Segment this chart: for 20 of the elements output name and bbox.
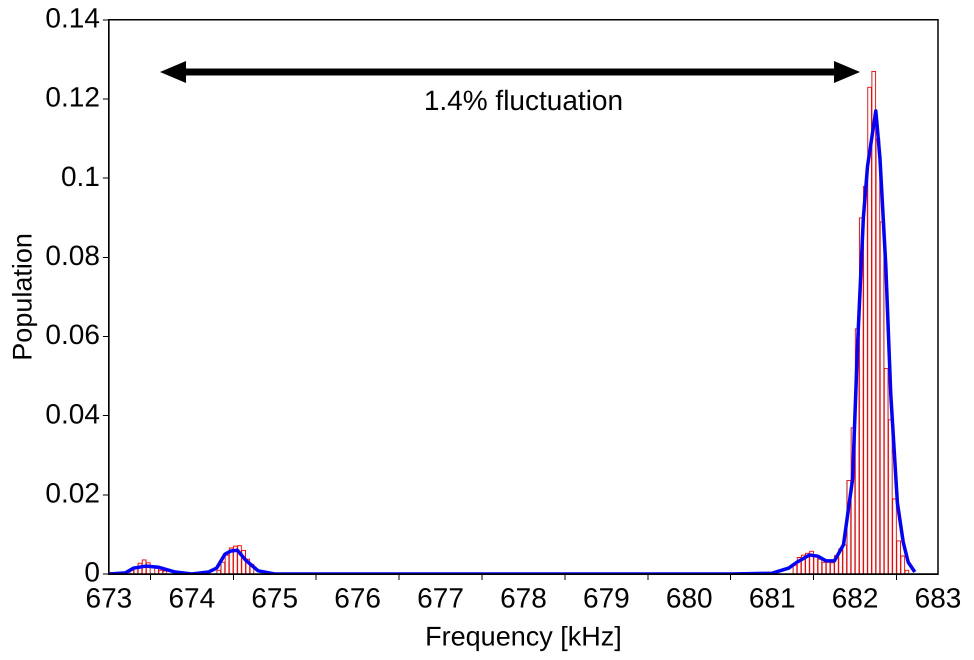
- x-tick-label: 682: [832, 582, 878, 614]
- y-tick-label: 0.1: [60, 160, 100, 192]
- y-tick-label: 0.06: [45, 319, 100, 350]
- y-axis-title: Population: [8, 233, 38, 361]
- x-axis-title: Frequency [kHz]: [425, 621, 622, 652]
- x-tick-label: 679: [583, 582, 630, 614]
- x-tick-label: 678: [500, 582, 547, 614]
- x-tick-label: 675: [251, 582, 298, 614]
- y-tick-label: 0.08: [45, 240, 100, 272]
- y-tick-label: 0.14: [45, 2, 100, 34]
- x-tick-label: 680: [666, 582, 713, 614]
- annotation: 1.4% fluctuation: [424, 84, 624, 116]
- x-tick-label: 677: [417, 582, 464, 614]
- x-tick-label: 676: [334, 582, 381, 614]
- x-tick-label: 674: [168, 582, 216, 614]
- y-tick-label: 0.04: [45, 398, 100, 430]
- y-tick-label: 0.02: [45, 478, 100, 509]
- y-tick-label: 0.12: [45, 82, 100, 113]
- x-tick-label: 683: [914, 582, 962, 614]
- x-tick-label: 681: [748, 582, 796, 614]
